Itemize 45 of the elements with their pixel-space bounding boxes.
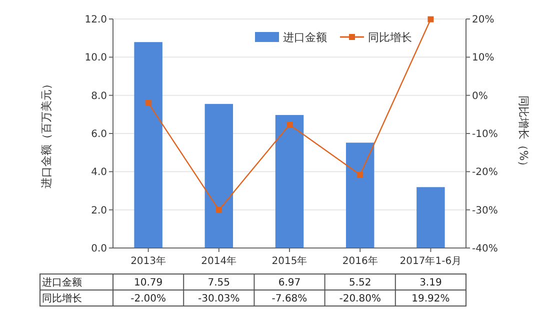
data-label: -20.80% xyxy=(339,294,381,304)
y-tick-label: 12.0 xyxy=(84,14,107,26)
data-label: 6.97 xyxy=(278,278,301,288)
y2-tick-label: 10% xyxy=(472,52,494,64)
point xyxy=(216,206,222,213)
x-tick-label: 2014年 xyxy=(201,255,237,267)
bar xyxy=(275,114,304,248)
x-tick-label: 2015年 xyxy=(272,255,308,267)
y2-tick-label: 20% xyxy=(472,14,494,26)
bar xyxy=(416,187,445,248)
y2-tick-label: -30% xyxy=(472,205,498,216)
y-tick-label: 0.0 xyxy=(91,244,107,254)
data-label: 19.92% xyxy=(412,294,450,304)
data-label: -30.03% xyxy=(198,294,240,304)
point xyxy=(357,172,364,178)
point xyxy=(286,122,292,128)
data-label: -7.68% xyxy=(272,294,308,304)
y2-tick-label: 0% xyxy=(472,90,488,102)
y2-axis-title: 同比增长（%） xyxy=(517,95,530,172)
data-label: 10.79 xyxy=(134,278,163,288)
bar xyxy=(204,104,234,248)
legend-label: 进口金额 xyxy=(283,30,327,44)
bar xyxy=(134,42,162,248)
y-tick-label: 8.0 xyxy=(91,90,107,102)
y-tick-label: 10.0 xyxy=(84,52,107,64)
x-tick-label: 2013年 xyxy=(130,255,166,267)
data-label: 7.55 xyxy=(208,278,230,288)
y-tick-label: 2.0 xyxy=(91,205,107,216)
point xyxy=(428,16,434,22)
x-tick-label: 2016年 xyxy=(342,255,378,267)
bar xyxy=(346,142,374,248)
text: 同比增长 xyxy=(42,294,82,304)
data-label: 3.19 xyxy=(420,278,442,288)
y-axis-title: 进口金额（百万美元） xyxy=(40,78,53,188)
y2-tick-label: -20% xyxy=(472,167,498,178)
x-tick-label: 2017年1-6月 xyxy=(400,255,462,267)
point xyxy=(145,100,152,106)
y2-tick-label: -10% xyxy=(472,129,498,140)
y-tick-label: 6.0 xyxy=(91,129,107,140)
legend-label: 同比增长 xyxy=(368,30,412,44)
text: 进口金额 xyxy=(42,278,82,288)
y2-tick-label: -40% xyxy=(472,244,498,254)
data-label: -2.00% xyxy=(130,294,166,304)
y-tick-label: 4.0 xyxy=(91,167,107,178)
data-label: 5.52 xyxy=(348,278,372,288)
